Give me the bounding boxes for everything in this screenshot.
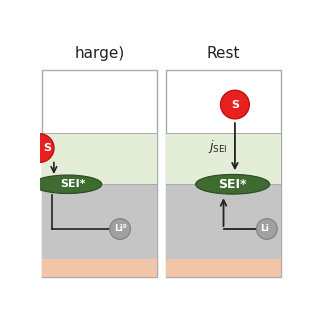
Text: Rest: Rest — [207, 45, 240, 60]
Text: Li⁰: Li⁰ — [114, 224, 126, 234]
Circle shape — [256, 219, 277, 239]
Ellipse shape — [196, 174, 270, 194]
Text: Li: Li — [260, 224, 269, 234]
Circle shape — [25, 134, 54, 162]
Text: S: S — [231, 100, 239, 109]
Bar — [43, 70, 156, 277]
Bar — [166, 259, 281, 277]
Bar — [166, 184, 281, 259]
Bar — [43, 184, 156, 259]
Bar — [166, 70, 281, 277]
Circle shape — [110, 219, 131, 239]
Text: $j_{\mathrm{SEI}}$: $j_{\mathrm{SEI}}$ — [208, 138, 228, 155]
Text: SEI*: SEI* — [60, 179, 86, 189]
Circle shape — [220, 90, 249, 119]
Bar — [166, 132, 281, 184]
Bar — [43, 132, 156, 184]
Bar — [43, 259, 156, 277]
Ellipse shape — [33, 175, 102, 194]
Text: harge): harge) — [74, 45, 125, 60]
Text: S: S — [43, 143, 51, 153]
Text: SEI*: SEI* — [218, 178, 247, 191]
